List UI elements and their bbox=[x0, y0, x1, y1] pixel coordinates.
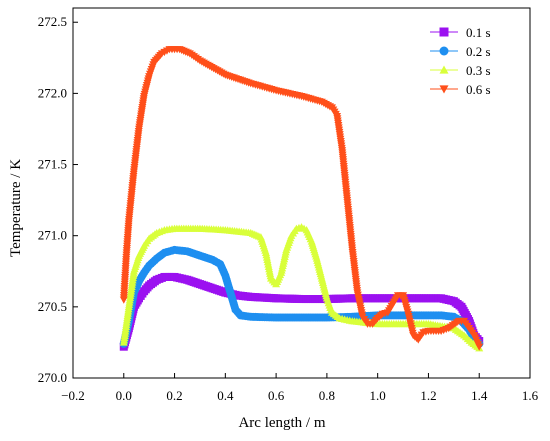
x-tick-label: 1.2 bbox=[420, 388, 436, 403]
legend-label: 0.6 s bbox=[466, 82, 491, 97]
y-axis-label: Temperature / K bbox=[8, 159, 24, 257]
x-axis-label: Arc length / m bbox=[238, 415, 325, 431]
x-tick-label: 0.8 bbox=[319, 388, 335, 403]
series-0-3-s bbox=[119, 223, 484, 352]
x-tick-label: −0.2 bbox=[61, 388, 85, 403]
y-tick-label: 272.5 bbox=[38, 14, 67, 29]
x-tick-label: 0.6 bbox=[268, 388, 285, 403]
legend-item: 0.1 s bbox=[430, 25, 491, 40]
y-tick-label: 271.5 bbox=[38, 157, 67, 172]
legend-marker bbox=[439, 65, 449, 74]
legend-item: 0.6 s bbox=[430, 82, 491, 97]
plot-frame bbox=[72, 7, 531, 379]
legend-label: 0.1 s bbox=[466, 25, 491, 40]
axes-frame bbox=[72, 7, 531, 379]
y-axis-ticks: 270.0 270.5 271.0 271.5 272.0 272.5 bbox=[38, 14, 78, 385]
y-tick-label: 271.0 bbox=[38, 228, 67, 243]
legend-label: 0.3 s bbox=[466, 63, 491, 78]
x-tick-label: 1.6 bbox=[522, 388, 539, 403]
legend-label: 0.2 s bbox=[466, 44, 491, 59]
legend-marker bbox=[439, 27, 449, 37]
series-0-6-s bbox=[119, 46, 484, 351]
x-axis-ticks: −0.2 0.0 0.2 0.4 0.6 0.8 1.0 1.2 1.4 1.6 bbox=[61, 373, 539, 403]
x-tick-label: 0.4 bbox=[217, 388, 234, 403]
y-tick-label: 270.5 bbox=[38, 299, 67, 314]
x-tick-label: 0.2 bbox=[166, 388, 182, 403]
legend-item: 0.3 s bbox=[430, 63, 491, 78]
data-point bbox=[475, 343, 484, 351]
series-layer bbox=[119, 46, 484, 352]
x-tick-label: 1.4 bbox=[471, 388, 488, 403]
y-tick-label: 270.0 bbox=[38, 370, 67, 385]
x-tick-label: 0.0 bbox=[116, 388, 132, 403]
legend: 0.1 s 0.2 s 0.3 s 0.6 s bbox=[430, 25, 491, 97]
y-tick-label: 272.0 bbox=[38, 85, 67, 100]
legend-marker bbox=[439, 46, 449, 56]
legend-item: 0.2 s bbox=[430, 44, 491, 59]
legend-marker bbox=[439, 85, 449, 94]
x-tick-label: 1.0 bbox=[370, 388, 386, 403]
